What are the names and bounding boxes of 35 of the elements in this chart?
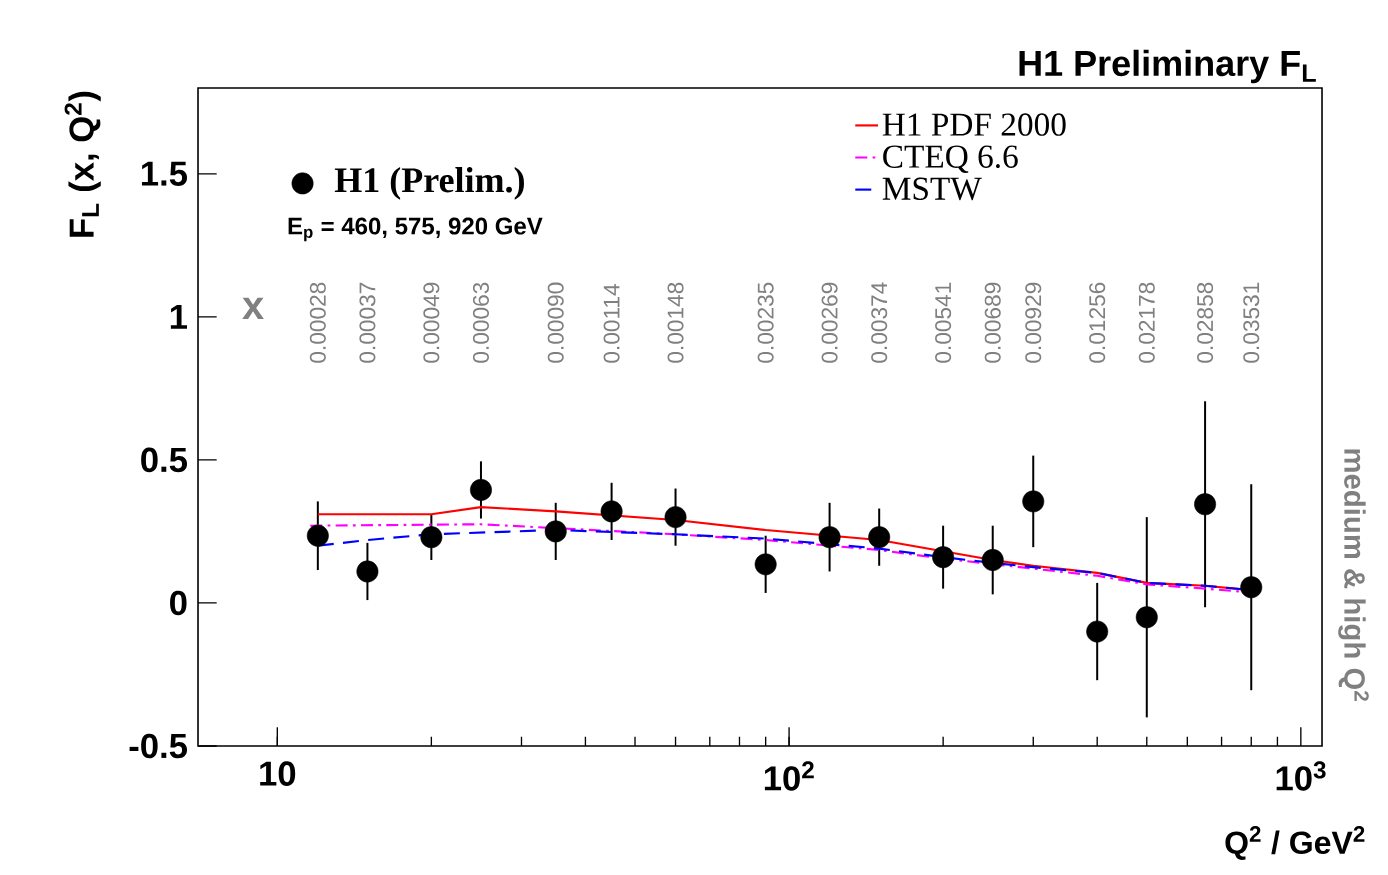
annotation: 0.00114	[603, 284, 620, 363]
text: E$_{p}$ = 460, 575, 920 GeV	[288, 217, 543, 242]
annotation: 0.00689	[984, 282, 1001, 363]
legend-label: CTEQ 6.6	[883, 145, 1018, 174]
annotation: 0.02178	[1138, 282, 1155, 363]
annotation: 0.03531	[1243, 283, 1260, 363]
x-axis-title: Q$^{2}$ / GeV$^{2}$	[1225, 826, 1365, 861]
y-axis-title: F$_{L}$ (x, Q$^{2}$)	[64, 91, 101, 237]
annotation: x	[242, 298, 264, 320]
y-tick-label: 0	[170, 590, 187, 616]
annotation: 0.01256	[1089, 282, 1106, 363]
legend-label: H1 PDF 2000	[882, 113, 1066, 137]
annotation: 0.00541	[935, 283, 952, 363]
annotation: 0.00028	[309, 282, 326, 363]
x-tick-label: 10$^{2}$	[764, 761, 814, 791]
legend-label: MSTW	[882, 177, 982, 201]
annotation: 0.00235	[757, 282, 774, 363]
annotation: 0.00037	[359, 283, 376, 363]
annotation: 0.00269	[821, 282, 838, 363]
annotation: 0.00148	[667, 282, 684, 363]
text: medium & high Q$^{2}$	[1338, 449, 1369, 702]
legend-label: H1 (Prelim.)	[334, 167, 524, 200]
annotation: 0.02858	[1197, 282, 1214, 363]
x-tick-label: 10$^{3}$	[1276, 761, 1326, 791]
x-tick-label: 10	[260, 761, 296, 787]
annotation: 0.00090	[547, 282, 564, 363]
annotation: 0.00929	[1025, 282, 1042, 363]
annotation: 0.00374	[871, 282, 888, 363]
chart-title: H1 Preliminary F$_{L}$	[1019, 49, 1316, 84]
annotation: 0.00049	[423, 282, 440, 363]
y-tick-label: -0.5	[129, 733, 188, 759]
y-tick-label: 1.5	[141, 161, 188, 187]
annotation: 0.00063	[472, 282, 489, 363]
y-tick-label: 0.5	[141, 447, 188, 473]
y-tick-label: 1	[170, 305, 188, 329]
